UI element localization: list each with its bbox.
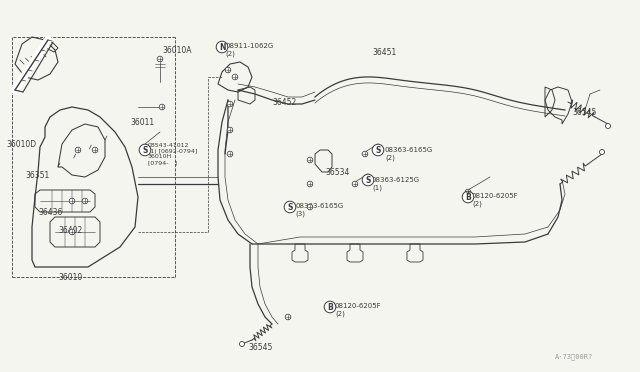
Text: A·73：00R?: A·73：00R? [555, 353, 593, 360]
Circle shape [82, 198, 88, 204]
Text: 36545: 36545 [572, 108, 596, 116]
Circle shape [307, 181, 313, 187]
Text: 36451: 36451 [372, 48, 396, 57]
Circle shape [352, 181, 358, 187]
Circle shape [69, 229, 75, 235]
Circle shape [159, 104, 165, 110]
Text: 36010D: 36010D [6, 140, 36, 148]
Text: 08363-6165G
(2): 08363-6165G (2) [385, 147, 433, 161]
Circle shape [140, 144, 151, 156]
Text: 08363-6125G
(1): 08363-6125G (1) [372, 177, 420, 191]
Text: 36436: 36436 [38, 208, 62, 217]
Text: S: S [375, 145, 381, 154]
Circle shape [600, 150, 605, 154]
Text: 08911-1062G
(2): 08911-1062G (2) [225, 43, 273, 57]
Text: 36010A: 36010A [162, 45, 191, 55]
Circle shape [227, 101, 233, 107]
Circle shape [239, 341, 244, 346]
Text: 36545: 36545 [248, 343, 273, 352]
Circle shape [605, 124, 611, 128]
Circle shape [372, 144, 384, 156]
Circle shape [324, 301, 336, 313]
Circle shape [216, 41, 228, 53]
Circle shape [69, 198, 75, 204]
Circle shape [362, 174, 374, 186]
Text: S: S [142, 145, 148, 154]
Text: S: S [287, 202, 292, 212]
Circle shape [225, 67, 231, 73]
Text: 36402: 36402 [58, 225, 83, 234]
Circle shape [92, 147, 98, 153]
Circle shape [227, 151, 233, 157]
Text: 08120-6205F
(2): 08120-6205F (2) [472, 193, 518, 207]
Circle shape [462, 191, 474, 203]
Text: 36351: 36351 [25, 170, 49, 180]
Text: S: S [365, 176, 371, 185]
Text: 36010: 36010 [58, 273, 83, 282]
Text: 08363-6165G
(3): 08363-6165G (3) [295, 203, 343, 217]
Text: 08543-41012
(1) [0692-0794]
36010H
[0794-   ]: 08543-41012 (1) [0692-0794] 36010H [0794… [148, 143, 197, 165]
Circle shape [284, 201, 296, 213]
Circle shape [227, 127, 233, 133]
Text: B: B [327, 302, 333, 311]
Circle shape [76, 147, 81, 153]
Text: N: N [219, 42, 225, 51]
Circle shape [307, 157, 313, 163]
Circle shape [285, 314, 291, 320]
Circle shape [362, 151, 368, 157]
Text: 08120-6205F
(2): 08120-6205F (2) [335, 303, 381, 317]
Text: 36011: 36011 [130, 118, 154, 126]
Text: 36534: 36534 [325, 167, 349, 176]
Circle shape [465, 189, 471, 195]
Circle shape [307, 204, 313, 210]
Circle shape [157, 56, 163, 62]
Circle shape [232, 74, 238, 80]
Text: 36452: 36452 [272, 97, 296, 106]
Text: B: B [465, 192, 471, 202]
